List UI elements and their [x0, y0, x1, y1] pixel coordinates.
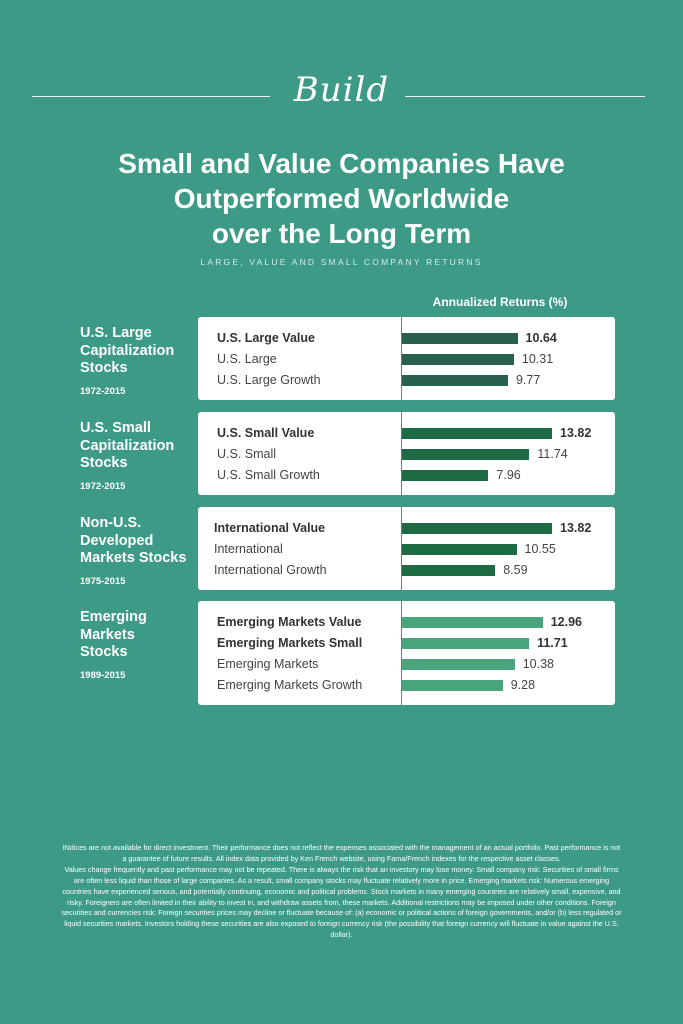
- bar-value-label: 10.55: [524, 542, 556, 556]
- group-title-line: Emerging: [80, 609, 147, 625]
- category-label: U.S. Small Value: [217, 426, 315, 440]
- category-label: U.S. Large Value: [217, 331, 315, 345]
- group-title: U.S. Large Capitalization Stocks 1972-2015: [80, 325, 195, 400]
- bar-row: Emerging Markets Growth 9.28: [198, 675, 615, 696]
- bar-row: U.S. Small Value 13.82: [198, 423, 615, 444]
- bar-row: U.S. Small Growth 7.96: [198, 465, 615, 486]
- group-card: U.S. Large Value 10.64 U.S. Large 10.31 U.S.…: [198, 317, 615, 400]
- footnote-paragraph-1: INdices are not available for direct inv…: [62, 843, 621, 863]
- bar-value-label: 9.28: [510, 678, 536, 692]
- bar: [402, 428, 552, 439]
- category-label: U.S. Large: [217, 352, 277, 366]
- group-title-line: Developed: [80, 532, 154, 549]
- bar-row: Emerging Markets Value 12.96: [198, 612, 615, 633]
- bar-row: Emerging Markets 10.38: [198, 654, 615, 675]
- bar-value-label: 13.82: [560, 521, 592, 535]
- axis-divider: [401, 412, 402, 495]
- bar-value-label: 12.96: [550, 615, 582, 629]
- bar-row: U.S. Small 11.74: [198, 444, 615, 465]
- category-label: U.S. Small: [217, 447, 277, 461]
- bar-row: International Growth 8.59: [198, 560, 615, 581]
- bar: [402, 565, 496, 576]
- brand-wordmark: Build: [293, 70, 390, 110]
- group-title-line: Markets Stocks: [80, 550, 187, 566]
- bar: [402, 470, 489, 481]
- bar-row: International Value 13.82: [198, 518, 615, 539]
- group-years: 1989-2015: [80, 669, 126, 681]
- group-title-line: U.S. Large: [80, 325, 152, 341]
- bar: [402, 375, 508, 386]
- bar: [402, 638, 530, 649]
- category-label: Emerging Markets: [217, 657, 319, 671]
- bar-row: U.S. Large Growth 9.77: [198, 370, 615, 391]
- header-rule-left: [32, 96, 270, 97]
- bar-value-label: 10.31: [521, 352, 554, 366]
- group-title-line: U.S. Small: [80, 420, 151, 436]
- group-card: Emerging Markets Value 12.96 Emerging Mark…: [198, 601, 615, 705]
- footnote-paragraph-2: Values change frequently and past perfor…: [61, 864, 622, 940]
- bar-value-label: 10.38: [522, 657, 554, 671]
- category-label: International: [214, 542, 283, 556]
- bar-value-label: 11.74: [537, 447, 568, 461]
- value-axis-label: Annualized Returns (%): [432, 295, 568, 309]
- bar-row: Emerging Markets Small 11.71: [198, 633, 615, 654]
- group-years: 1975-2015: [80, 575, 126, 587]
- category-label: Emerging Markets Value: [217, 615, 362, 629]
- page-subtitle: LARGE, VALUE AND SMALL COMPANY RETURNS: [200, 257, 483, 267]
- group-title-line: Capitalization: [80, 437, 175, 454]
- header-rule-right: [405, 96, 645, 97]
- group-title-line: Markets: [80, 626, 135, 643]
- category-label: Emerging Markets Small: [217, 636, 363, 650]
- bar: [402, 449, 530, 460]
- title-line-3: over the Long Term: [211, 218, 472, 249]
- group-title-line: Stocks: [80, 644, 128, 660]
- axis-divider: [401, 601, 402, 705]
- group-title-line: Stocks: [80, 455, 128, 471]
- bar: [402, 354, 514, 365]
- axis-divider: [401, 317, 402, 400]
- bar-row: U.S. Large 10.31: [198, 349, 615, 370]
- bar: [402, 333, 518, 344]
- bar-value-label: 8.59: [503, 563, 528, 577]
- group-title-line: Capitalization: [80, 342, 175, 359]
- group-card: International Value 13.82 International 10.…: [198, 507, 615, 590]
- category-label: International Value: [214, 521, 326, 535]
- group-title: U.S. Small Capitalization Stocks 1972-2015: [80, 420, 195, 495]
- category-label: International Growth: [214, 563, 327, 577]
- bar-value-label: 13.82: [560, 426, 592, 440]
- group-title: Non-U.S. Developed Markets Stocks 1975-2015: [80, 515, 195, 590]
- bar-value-label: 9.77: [516, 373, 541, 387]
- category-label: U.S. Large Growth: [217, 373, 321, 387]
- group-years: 1972-2015: [80, 385, 126, 397]
- category-label: U.S. Small Growth: [217, 468, 320, 482]
- bar: [402, 680, 503, 691]
- bar: [402, 544, 517, 555]
- bar-row: International 10.55: [198, 539, 615, 560]
- group-title: Emerging Markets Stocks 1989-2015: [80, 609, 195, 684]
- bar-value-label: 7.96: [496, 468, 521, 482]
- axis-divider: [401, 507, 402, 590]
- bar: [402, 617, 543, 628]
- category-label: Emerging Markets Growth: [217, 678, 363, 692]
- group-title-line: Non-U.S.: [80, 515, 142, 531]
- footnote: INdices are not available for direct inv…: [60, 843, 623, 941]
- group-years: 1972-2015: [80, 480, 126, 492]
- group-card: U.S. Small Value 13.82 U.S. Small 11.74 U.S.…: [198, 412, 615, 495]
- bar-value-label: 11.71: [537, 636, 568, 650]
- bar-row: U.S. Large Value 10.64: [198, 328, 615, 349]
- bar-value-label: 10.64: [525, 331, 557, 345]
- bar: [402, 659, 515, 670]
- title-line-2: Outperformed Worldwide: [173, 183, 510, 214]
- page-title: Small and Value Companies Have Outperfor…: [40, 146, 643, 251]
- bar: [402, 523, 552, 534]
- title-line-1: Small and Value Companies Have: [118, 148, 565, 179]
- group-title-line: Stocks: [80, 360, 128, 376]
